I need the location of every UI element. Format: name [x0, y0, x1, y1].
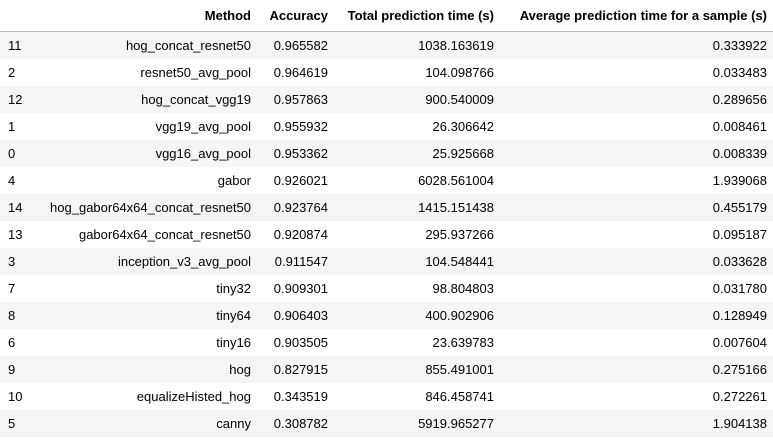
cell-avg-time: 0.455179	[712, 199, 767, 215]
table-row: 2 resnet50_avg_pool 0.964619 104.098766 …	[0, 59, 773, 86]
cell-total-time: 26.306642	[432, 118, 494, 134]
cell-accuracy: 0.920874	[273, 226, 328, 242]
header-index	[0, 0, 30, 32]
cell-avg-time: 0.033628	[712, 253, 767, 269]
header-method: Method	[30, 0, 257, 32]
cell-method: vgg16_avg_pool	[155, 145, 251, 161]
header-row: Method Accuracy Total prediction time (s…	[0, 0, 773, 32]
table-row: 10 equalizeHisted_hog 0.343519 846.45874…	[0, 383, 773, 410]
cell-accuracy: 0.965582	[273, 37, 328, 53]
row-index: 9	[8, 361, 16, 377]
cell-avg-time: 0.289656	[712, 91, 767, 107]
cell-method: hog_gabor64x64_concat_resnet50	[50, 199, 251, 215]
cell-method: hog	[229, 361, 251, 377]
cell-avg-time: 0.128949	[712, 307, 767, 323]
cell-total-time: 104.548441	[425, 253, 494, 269]
cell-accuracy: 0.957863	[273, 91, 328, 107]
row-index: 11	[8, 37, 22, 53]
cell-total-time: 1415.151438	[418, 199, 494, 215]
cell-method: hog_concat_vgg19	[141, 91, 251, 107]
cell-accuracy: 0.903505	[273, 334, 328, 350]
table-row: 5 canny 0.308782 5919.965277 1.904138	[0, 410, 773, 437]
cell-accuracy: 0.955932	[273, 118, 328, 134]
cell-total-time: 104.098766	[425, 64, 494, 80]
row-index: 5	[8, 415, 16, 431]
cell-accuracy: 0.308782	[273, 415, 328, 431]
cell-avg-time: 0.008339	[712, 145, 767, 161]
cell-total-time: 1038.163619	[418, 37, 494, 53]
cell-method: inception_v3_avg_pool	[118, 253, 251, 269]
row-index: 14	[8, 199, 23, 215]
cell-avg-time: 0.007604	[712, 334, 767, 350]
cell-total-time: 98.804803	[432, 280, 494, 296]
row-index: 13	[8, 226, 23, 242]
table-row: 9 hog 0.827915 855.491001 0.275166	[0, 356, 773, 383]
table-row: 6 tiny16 0.903505 23.639783 0.007604	[0, 329, 773, 356]
cell-accuracy: 0.923764	[273, 199, 328, 215]
table-row: 14 hog_gabor64x64_concat_resnet50 0.9237…	[0, 194, 773, 221]
row-index: 10	[8, 388, 23, 404]
cell-accuracy: 0.911547	[274, 253, 328, 269]
row-index: 8	[8, 307, 16, 323]
cell-method: hog_concat_resnet50	[125, 37, 251, 53]
cell-avg-time: 0.333922	[712, 37, 767, 53]
cell-avg-time: 0.008461	[712, 118, 767, 134]
table-row: 7 tiny32 0.909301 98.804803 0.031780	[0, 275, 773, 302]
header-avg-time: Average prediction time for a sample (s)	[500, 0, 773, 32]
row-index: 7	[8, 280, 16, 296]
table-row: 1 vgg19_avg_pool 0.955932 26.306642 0.00…	[0, 113, 773, 140]
cell-avg-time: 1.904138	[712, 415, 767, 431]
cell-avg-time: 0.272261	[712, 388, 767, 404]
row-index: 1	[8, 118, 16, 134]
cell-avg-time: 0.033483	[712, 64, 767, 80]
cell-method: resnet50_avg_pool	[140, 64, 251, 80]
table-row: 13 gabor64x64_concat_resnet50 0.920874 2…	[0, 221, 773, 248]
table-row: 0 vgg16_avg_pool 0.953362 25.925668 0.00…	[0, 140, 773, 167]
cell-method: equalizeHisted_hog	[136, 388, 251, 404]
row-index: 0	[8, 145, 16, 161]
cell-method: gabor64x64_concat_resnet50	[78, 226, 251, 242]
row-index: 6	[8, 334, 16, 350]
row-index: 4	[8, 172, 16, 188]
cell-total-time: 400.902906	[425, 307, 494, 323]
cell-method: tiny32	[216, 280, 251, 296]
cell-accuracy: 0.906403	[273, 307, 328, 323]
row-index: 12	[8, 91, 23, 107]
cell-accuracy: 0.953362	[273, 145, 328, 161]
cell-total-time: 5919.965277	[418, 415, 494, 431]
cell-avg-time: 1.939068	[712, 172, 767, 188]
row-index: 3	[8, 253, 16, 269]
table-row: 3 inception_v3_avg_pool 0.911547 104.548…	[0, 248, 773, 275]
row-index: 2	[8, 64, 16, 80]
cell-accuracy: 0.343519	[273, 388, 328, 404]
header-accuracy: Accuracy	[257, 0, 334, 32]
cell-accuracy: 0.909301	[273, 280, 328, 296]
header-total-time: Total prediction time (s)	[334, 0, 500, 32]
cell-accuracy: 0.964619	[273, 64, 328, 80]
table-row: 8 tiny64 0.906403 400.902906 0.128949	[0, 302, 773, 329]
cell-avg-time: 0.275166	[712, 361, 767, 377]
cell-method: tiny64	[216, 307, 251, 323]
table-header: Method Accuracy Total prediction time (s…	[0, 0, 773, 32]
cell-avg-time: 0.031780	[712, 280, 767, 296]
cell-total-time: 23.639783	[432, 334, 494, 350]
cell-method: gabor	[217, 172, 251, 188]
cell-method: vgg19_avg_pool	[155, 118, 251, 134]
cell-total-time: 295.937266	[425, 226, 494, 242]
table-body: 11 hog_concat_resnet50 0.965582 1038.163…	[0, 31, 773, 437]
cell-total-time: 900.540009	[425, 91, 494, 107]
cell-avg-time: 0.095187	[712, 226, 767, 242]
cell-total-time: 6028.561004	[418, 172, 494, 188]
cell-total-time: 25.925668	[432, 145, 494, 161]
cell-total-time: 855.491001	[425, 361, 494, 377]
cell-method: tiny16	[216, 334, 251, 350]
cell-method: canny	[216, 415, 251, 431]
table-row: 11 hog_concat_resnet50 0.965582 1038.163…	[0, 31, 773, 59]
cell-accuracy: 0.827915	[273, 361, 328, 377]
table-row: 12 hog_concat_vgg19 0.957863 900.540009 …	[0, 86, 773, 113]
cell-total-time: 846.458741	[425, 388, 494, 404]
table-row: 4 gabor 0.926021 6028.561004 1.939068	[0, 167, 773, 194]
cell-accuracy: 0.926021	[273, 172, 328, 188]
